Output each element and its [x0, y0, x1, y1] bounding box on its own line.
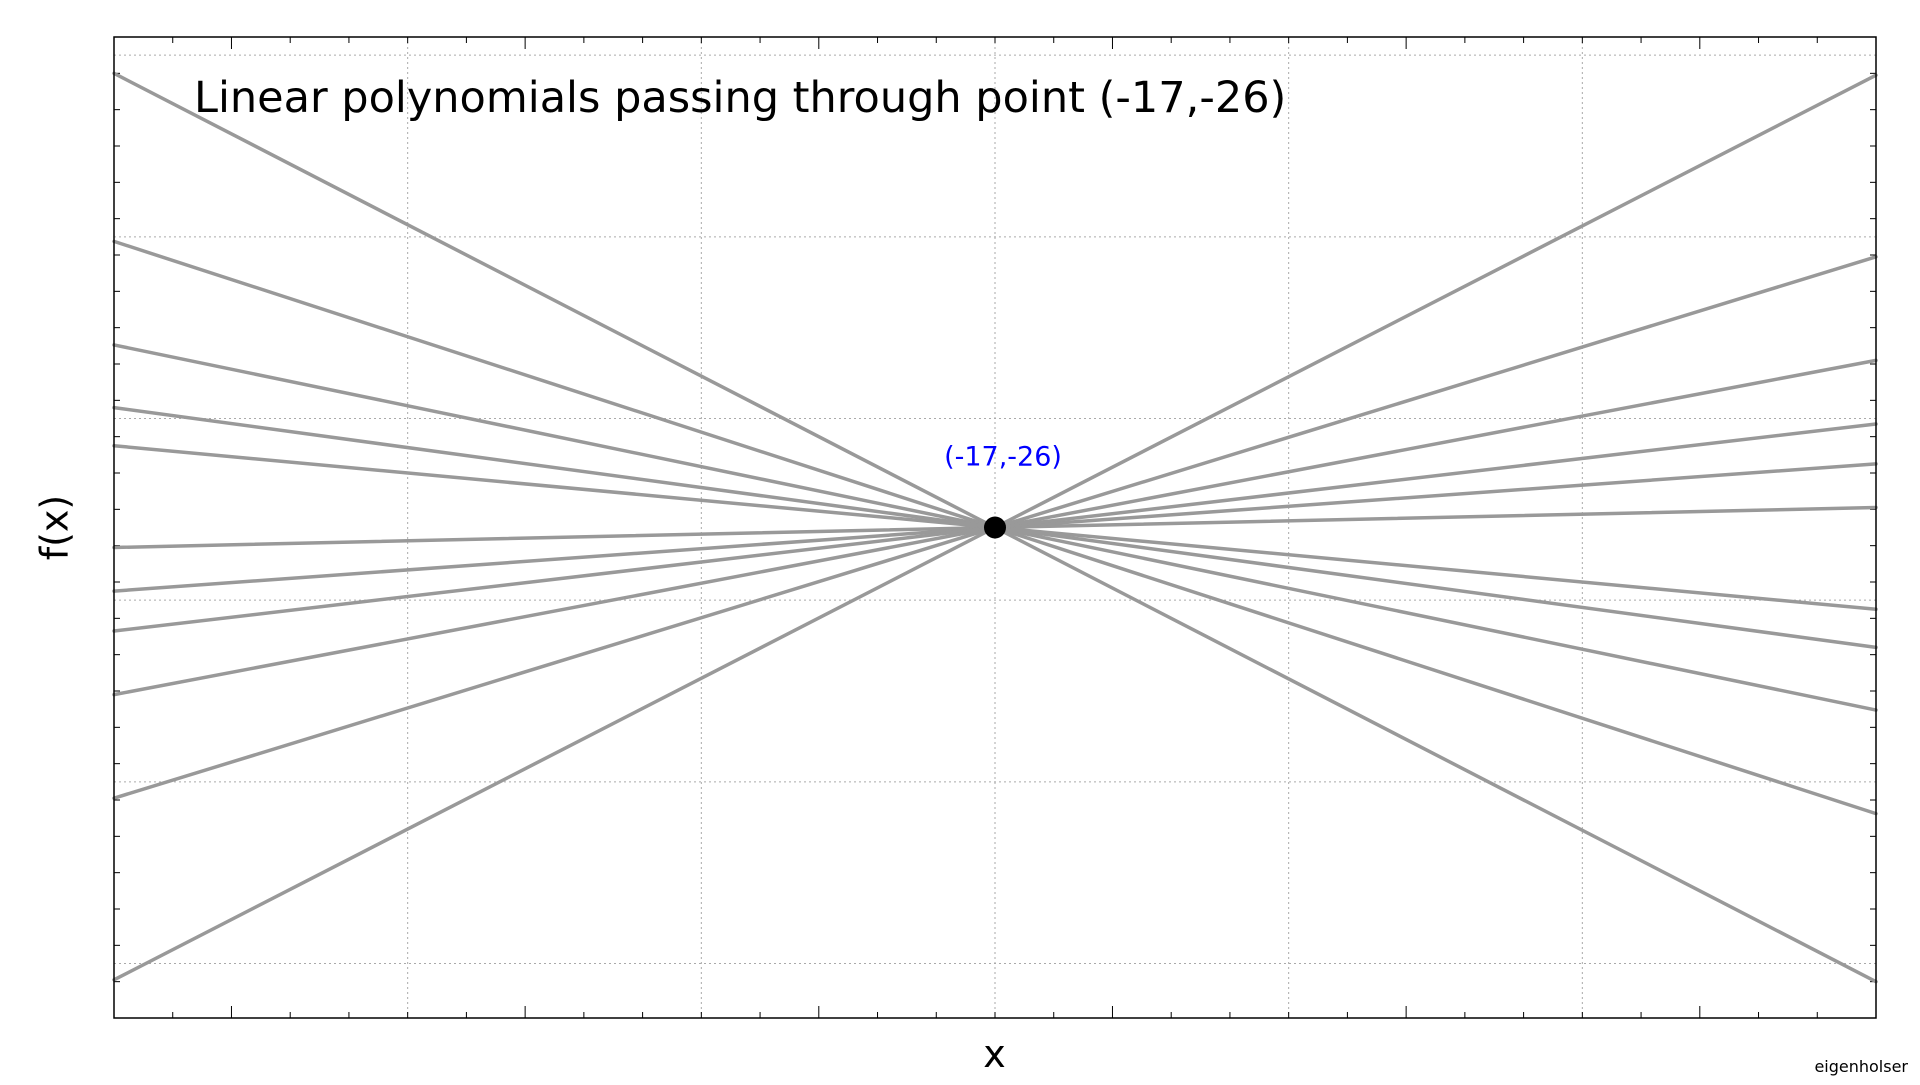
chart-title: Linear polynomials passing through point…	[194, 73, 1286, 123]
credit-text: eigenholser	[1814, 1057, 1908, 1076]
y-axis-label: f(x)	[32, 495, 76, 561]
point-layer: (-17,-26)	[944, 442, 1062, 539]
ticks-layer	[114, 37, 1876, 1018]
highlight-point-label: (-17,-26)	[944, 442, 1062, 473]
x-axis-label: x	[983, 1032, 1006, 1076]
plot-frame	[113, 36, 1877, 1019]
highlight-point	[984, 516, 1006, 539]
